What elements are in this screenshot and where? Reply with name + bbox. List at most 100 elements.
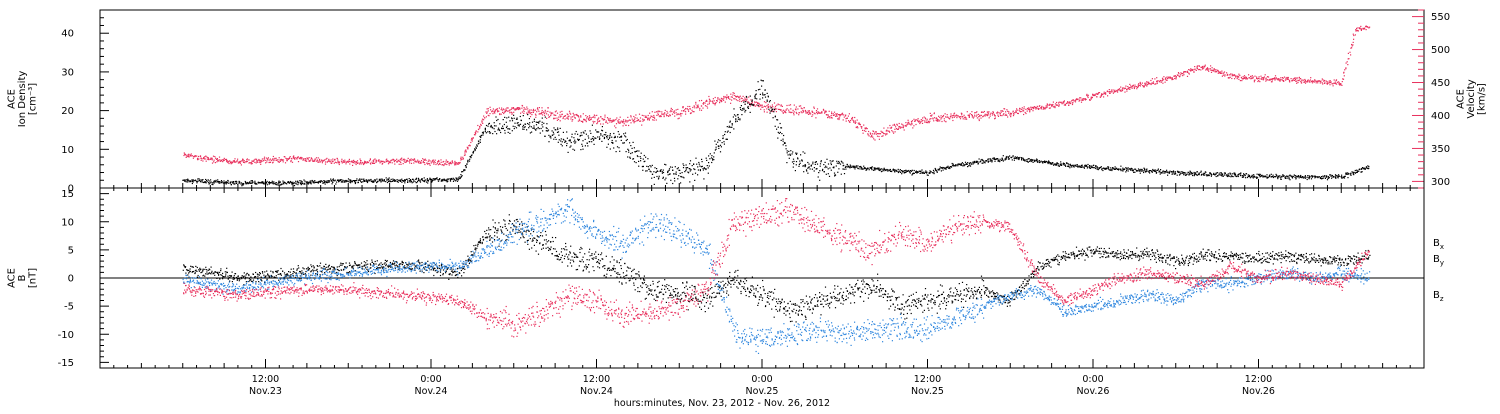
data-point (847, 164, 848, 165)
data-point (343, 162, 344, 163)
data-point (670, 166, 671, 167)
data-point (791, 112, 792, 113)
data-point (1175, 173, 1176, 174)
data-point (1292, 80, 1293, 81)
data-point (416, 182, 417, 183)
data-point (764, 90, 765, 91)
data-point (829, 167, 830, 168)
data-point (198, 158, 199, 159)
data-point (523, 129, 524, 130)
data-point (842, 113, 843, 114)
data-point (825, 162, 826, 163)
data-point (280, 161, 281, 162)
data-point (1232, 74, 1233, 75)
data-point (534, 119, 535, 120)
data-point (1120, 166, 1121, 167)
data-point (1149, 172, 1150, 173)
data-point (698, 162, 699, 163)
data-point (221, 180, 222, 181)
data-point (698, 169, 699, 170)
data-point (1172, 79, 1173, 80)
data-point (334, 159, 335, 160)
data-point (1023, 114, 1024, 115)
data-point (894, 171, 895, 172)
data-point (519, 125, 520, 126)
data-point (186, 155, 187, 156)
data-point (430, 165, 431, 166)
data-point (748, 108, 749, 109)
data-point (750, 96, 751, 97)
x-tick-label-date: Nov.24 (415, 386, 448, 397)
data-point (428, 161, 429, 162)
data-point (516, 127, 517, 128)
data-point (528, 124, 529, 125)
data-point (334, 180, 335, 181)
data-point (670, 180, 671, 181)
data-point (992, 114, 993, 115)
data-point (325, 161, 326, 162)
data-point (905, 122, 906, 123)
data-point (342, 181, 343, 182)
data-point (670, 110, 671, 111)
data-point (634, 161, 635, 162)
data-point (1086, 94, 1087, 95)
data-point (861, 128, 862, 129)
data-point (827, 114, 828, 115)
data-point (487, 112, 488, 113)
data-point (333, 178, 334, 179)
data-point (849, 113, 850, 114)
data-point (769, 110, 770, 111)
data-point (815, 113, 816, 114)
data-point (677, 168, 678, 169)
data-point (459, 176, 460, 177)
data-point (961, 114, 962, 115)
data-point (570, 145, 571, 146)
data-point (782, 139, 783, 140)
data-point (709, 99, 710, 100)
data-point (853, 167, 854, 168)
data-point (727, 139, 728, 140)
data-point (1284, 77, 1285, 78)
data-point (509, 133, 510, 134)
data-point (185, 154, 186, 155)
data-point (872, 133, 873, 134)
data-point (873, 138, 874, 139)
data-point (446, 160, 447, 161)
data-point (786, 162, 787, 163)
data-point (395, 180, 396, 181)
data-point (637, 118, 638, 119)
data-point (443, 179, 444, 180)
data-point (251, 180, 252, 181)
data-point (672, 109, 673, 110)
data-point (273, 159, 274, 160)
data-point (1020, 108, 1021, 109)
data-point (1161, 172, 1162, 173)
data-point (332, 182, 333, 183)
data-point (619, 123, 620, 124)
data-point (264, 182, 265, 183)
data-point (836, 116, 837, 117)
data-point (373, 181, 374, 182)
data-point (898, 128, 899, 129)
data-point (1366, 29, 1367, 30)
data-point (998, 161, 999, 162)
data-point (403, 181, 404, 182)
data-point (680, 173, 681, 174)
data-point (561, 138, 562, 139)
data-point (663, 177, 664, 178)
data-point (276, 182, 277, 183)
data-point (992, 160, 993, 161)
data-point (1049, 104, 1050, 105)
data-point (552, 135, 553, 136)
data-point (738, 119, 739, 120)
data-point (1324, 82, 1325, 83)
data-point (928, 121, 929, 122)
data-point (816, 168, 817, 169)
data-point (1136, 170, 1137, 171)
data-point (417, 160, 418, 161)
data-point (219, 183, 220, 184)
data-point (581, 121, 582, 122)
data-point (486, 113, 487, 114)
data-point (1111, 91, 1112, 92)
